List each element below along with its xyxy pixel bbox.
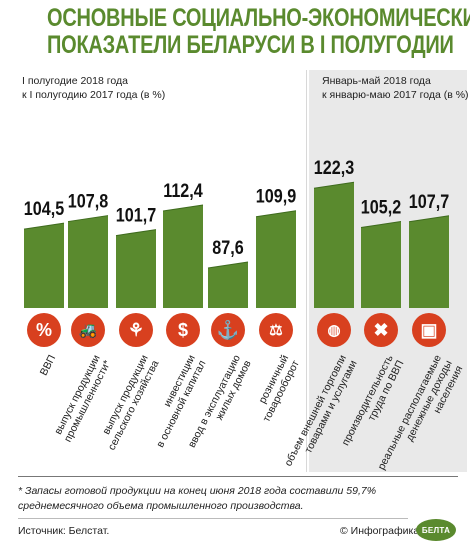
title-line-1: ОСНОВНЫЕ СОЦИАЛЬНО-ЭКОНОМИЧЕСКИЕ: [47, 4, 470, 32]
tools-icon: ✖: [364, 313, 398, 347]
bar-5: [256, 210, 296, 308]
wheat-icon: ⚘: [119, 313, 153, 347]
globe-icon: ◍: [317, 313, 351, 347]
bar-top-edge-0: [23, 222, 65, 230]
bar-3: [163, 204, 203, 308]
value-label-2: 101,7: [116, 204, 157, 226]
source-divider: [18, 518, 408, 519]
credit-text: © Инфографика: [340, 525, 420, 537]
footnote-line-2: среднемесячного объема промышленного про…: [18, 500, 304, 512]
group-right-label: Январь-май 2018 года к январю-маю 2017 г…: [322, 74, 469, 102]
value-label-4: 87,6: [212, 237, 244, 259]
value-label-7: 105,2: [361, 196, 402, 218]
bar-top-edge-7: [360, 221, 402, 229]
bar-7: [361, 221, 401, 308]
title-line-2: ПОКАЗАТЕЛИ БЕЛАРУСИ В I ПОЛУГОДИИ: [47, 31, 454, 59]
footnote: * Запасы готовой продукции на конец июня…: [18, 484, 458, 514]
bar-6: [314, 182, 354, 308]
value-label-1: 107,8: [68, 190, 109, 212]
value-label-0: 104,5: [24, 198, 65, 220]
bar-4: [208, 262, 248, 308]
group-left-line-2: к I полугодию 2017 года (в %): [22, 89, 166, 101]
bar-top-edge-2: [115, 229, 157, 237]
group-right-line-1: Январь-май 2018 года: [322, 75, 431, 87]
tractor-icon: 🚜: [71, 313, 105, 347]
wallet-icon: ▣: [412, 313, 446, 347]
footnote-divider: [18, 476, 458, 477]
group-divider: [306, 70, 307, 472]
group-left-line-1: I полугодие 2018 года: [22, 75, 128, 87]
crane-hook-icon: ⚓: [211, 313, 245, 347]
dollar-icon: $: [166, 313, 200, 347]
bar-chart: 104,5 107,8 101,7 112,4 87,6 109,9 122,3 105,2 1…: [23, 157, 450, 308]
group-right-line-2: к январю-маю 2017 года (в %): [322, 89, 469, 101]
bar-0: [24, 223, 64, 308]
bar-top-edge-6: [313, 181, 355, 189]
value-label-6: 122,3: [314, 157, 355, 179]
scales-icon: ⚖: [259, 313, 293, 347]
belta-logo: БЕЛТА: [416, 519, 456, 541]
bar-top-edge-5: [255, 210, 297, 218]
bar-top-edge-3: [162, 204, 204, 212]
bar-top-edge-4: [207, 261, 249, 269]
bar-8: [409, 215, 449, 308]
source-text: Источник: Белстат.: [18, 525, 110, 537]
value-label-3: 112,4: [163, 180, 203, 202]
bar-2: [116, 229, 156, 308]
footnote-line-1: * Запасы готовой продукции на конец июня…: [18, 485, 377, 497]
group-left-label: I полугодие 2018 года к I полугодию 2017…: [22, 74, 165, 102]
value-label-8: 107,7: [409, 191, 450, 213]
bar-top-edge-1: [67, 215, 109, 223]
percent-icon: %: [27, 313, 61, 347]
bar-1: [68, 215, 108, 308]
value-label-5: 109,9: [256, 185, 297, 207]
bar-top-edge-8: [408, 215, 450, 223]
